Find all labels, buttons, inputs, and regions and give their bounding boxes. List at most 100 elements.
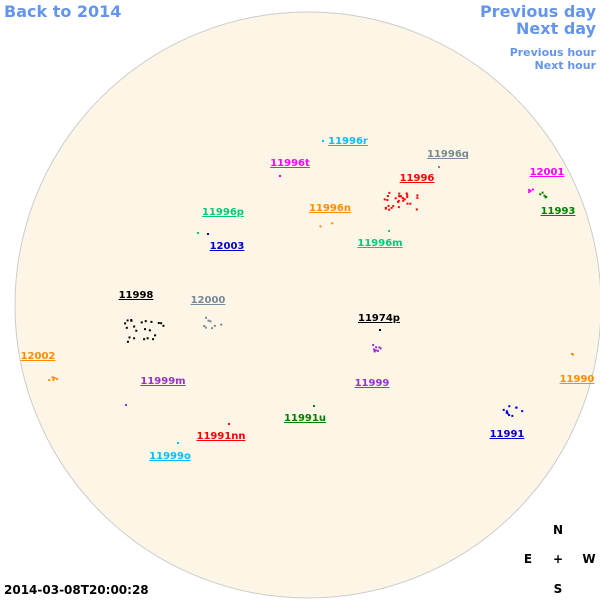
- sunspot: [143, 338, 146, 341]
- sunspot: [211, 327, 214, 330]
- sunspot: [374, 349, 377, 352]
- compass-south: S: [554, 582, 563, 596]
- sunspot: [416, 196, 419, 199]
- sunspot: [394, 197, 397, 200]
- sunspot: [399, 195, 402, 198]
- region-label[interactable]: 12002: [21, 351, 56, 362]
- region-label[interactable]: 11999o: [149, 451, 191, 462]
- sunspot: [373, 350, 376, 353]
- sunspot: [124, 322, 127, 325]
- region-label[interactable]: 11974p: [358, 313, 400, 324]
- previous-hour-link[interactable]: Previous hour: [510, 46, 597, 59]
- sunspot: [397, 199, 400, 202]
- sunspot: [543, 194, 546, 197]
- region-label[interactable]: 11999m: [140, 376, 185, 387]
- region-label[interactable]: 11996n: [309, 203, 351, 214]
- sunspot: [531, 188, 534, 191]
- region-label[interactable]: 12003: [210, 241, 245, 252]
- compass-north: N: [553, 523, 563, 537]
- sunspot: [56, 377, 59, 380]
- sunspot: [203, 325, 206, 328]
- sunspot: [388, 208, 391, 211]
- sunspot: [541, 191, 544, 194]
- sunspot: [402, 199, 405, 202]
- sunspot: [52, 379, 55, 382]
- sunspot: [126, 340, 129, 343]
- sunspot: [508, 414, 511, 417]
- sunspot: [207, 233, 209, 235]
- sunspot: [388, 191, 391, 194]
- sunspot: [130, 319, 133, 322]
- sunspot: [372, 348, 375, 351]
- region-label[interactable]: 11990: [560, 374, 595, 385]
- region-label[interactable]: 11996m: [357, 238, 402, 249]
- region-label[interactable]: 11998: [119, 290, 154, 301]
- sunspot: [162, 324, 165, 327]
- back-link[interactable]: Back to 2014: [4, 2, 121, 21]
- sunspot: [144, 320, 147, 323]
- region-label[interactable]: 11991: [490, 429, 525, 440]
- sunspot: [148, 329, 151, 332]
- sunspot: [126, 319, 129, 322]
- next-day-link[interactable]: Next day: [516, 19, 597, 38]
- sunspot: [133, 325, 136, 328]
- sunspot: [228, 423, 230, 425]
- sunspot: [528, 188, 531, 191]
- sunspot: [386, 198, 389, 201]
- sunspot: [177, 442, 179, 444]
- sunspot: [401, 196, 404, 199]
- sunspot: [528, 191, 531, 194]
- sunspot: [150, 320, 153, 323]
- region-label[interactable]: 11991u: [284, 413, 326, 424]
- region-label[interactable]: 11996t: [270, 158, 310, 169]
- sunspot: [48, 378, 51, 381]
- sunspot: [146, 337, 149, 340]
- sunspot: [403, 198, 406, 201]
- sunspot: [406, 196, 409, 199]
- sunspot: [398, 192, 401, 195]
- region-label[interactable]: 11996r: [328, 136, 368, 147]
- sunspot: [144, 328, 147, 331]
- sunspot: [529, 189, 532, 192]
- sunspot: [125, 404, 127, 406]
- region-label[interactable]: 11993: [541, 206, 576, 217]
- region-label[interactable]: 11996q: [427, 149, 469, 160]
- sunspot: [379, 329, 381, 331]
- sunspot: [506, 412, 509, 415]
- region-label[interactable]: 11996: [400, 173, 435, 184]
- sunspot: [539, 193, 542, 196]
- sunspot: [378, 346, 381, 349]
- sunspot: [398, 195, 401, 198]
- sunspot: [319, 225, 322, 228]
- sunspot: [415, 208, 418, 211]
- sunspot: [204, 316, 207, 319]
- region-label[interactable]: 11996p: [202, 207, 244, 218]
- sunspot: [375, 346, 378, 349]
- sunspot: [406, 202, 409, 205]
- sunspot: [405, 192, 408, 195]
- previous-day-link[interactable]: Previous day: [480, 2, 597, 21]
- sunspot: [392, 205, 395, 208]
- sunspot: [388, 230, 390, 232]
- sunspot: [515, 406, 518, 409]
- region-label[interactable]: 11991nn: [196, 431, 245, 442]
- sunspot: [279, 175, 281, 177]
- sunspot: [384, 207, 387, 210]
- sunspot: [377, 349, 380, 352]
- region-label[interactable]: 12000: [191, 295, 226, 306]
- sunspot: [157, 322, 160, 325]
- sunspot: [508, 405, 511, 408]
- sunspot: [197, 232, 199, 234]
- sunspot: [140, 321, 143, 324]
- sunspot: [438, 166, 440, 168]
- sunspot: [372, 344, 375, 347]
- sunspot: [386, 195, 389, 198]
- sunspot: [409, 202, 412, 205]
- sunspot: [406, 193, 409, 196]
- sunspot: [53, 376, 56, 379]
- sunspot: [390, 206, 393, 209]
- next-hour-link[interactable]: Next hour: [535, 59, 597, 72]
- region-label[interactable]: 11999: [355, 378, 390, 389]
- region-label[interactable]: 12001: [530, 167, 565, 178]
- sunspot: [379, 347, 382, 350]
